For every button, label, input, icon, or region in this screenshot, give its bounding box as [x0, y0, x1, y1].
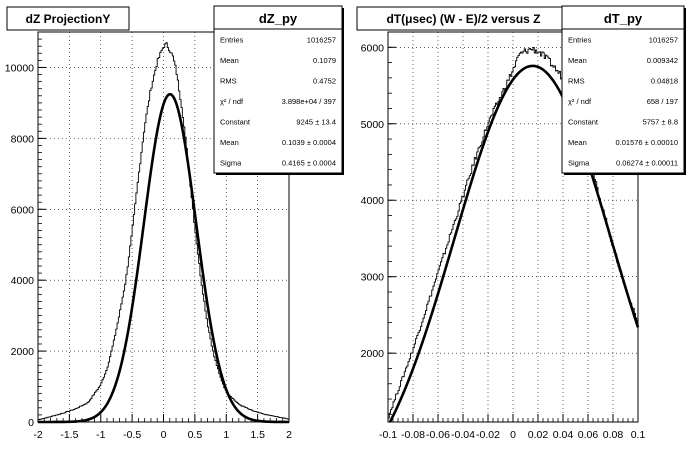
- gaussian-fit-curve: [38, 92, 289, 424]
- dz-projection-panel: -2 -1.5 -1 -0.5 0 0.5 1 1.5 2 0 2000 4000 6000 8000 10…: [5, 5, 344, 441]
- y-tick-label: 8000: [11, 133, 35, 145]
- y-tick-label: 0: [28, 417, 34, 429]
- x-tick-label: 0.1: [631, 429, 646, 441]
- stats-value: 0.04818: [651, 76, 678, 85]
- stats-label: Constant: [220, 118, 251, 127]
- x-tick-label: 0: [161, 429, 167, 441]
- x-tick-label: 0.5: [188, 429, 203, 441]
- x-tick-label: -1.5: [60, 429, 78, 441]
- x-tick-label: -0.08: [401, 429, 425, 441]
- stats-box: [213, 5, 343, 174]
- stats-value: 3.898e+04 / 397: [282, 97, 336, 106]
- stats-label: Sigma: [568, 159, 590, 168]
- stats-label: Sigma: [220, 159, 242, 168]
- x-tick-label: 0.02: [528, 429, 549, 441]
- y-tick-label: 6000: [11, 204, 35, 216]
- gaussian-fit-curve: [388, 64, 640, 423]
- stats-label: Mean: [220, 138, 239, 147]
- stats-label: χ² / ndf: [220, 97, 244, 106]
- histogram-line: [388, 47, 638, 419]
- histogram-title-box: [6, 6, 130, 31]
- stats-title: dT_py: [604, 11, 643, 26]
- x-tick-label: 2: [286, 429, 292, 441]
- stats-value: 0.1039 ± 0.0004: [282, 138, 336, 147]
- y-tick-label: 5000: [361, 119, 385, 131]
- stats-value: 1016257: [649, 35, 678, 44]
- stats-label: Entries: [220, 35, 244, 44]
- x-tick-label: -0.1: [379, 429, 397, 441]
- stats-box: [561, 5, 685, 174]
- histogram-title: dZ ProjectionY: [26, 12, 111, 26]
- stats-value: 658 / 197: [647, 97, 678, 106]
- histogram-line: [38, 42, 289, 421]
- x-tick-label: -2: [33, 429, 42, 441]
- x-tick-label: -0.04: [451, 429, 475, 441]
- x-tick-label: 0.06: [578, 429, 599, 441]
- stats-label: Constant: [568, 118, 599, 127]
- stats-title: dZ_py: [259, 11, 298, 26]
- x-tick-label: 0.04: [553, 429, 574, 441]
- x-tick-label: -0.02: [476, 429, 500, 441]
- stats-value: 0.009342: [647, 56, 678, 65]
- y-tick-label: 2000: [361, 348, 385, 360]
- stats-value: 0.06274 ± 0.00011: [616, 159, 678, 168]
- stats-value: 0.4165 ± 0.0004: [282, 159, 336, 168]
- stats-label: χ² / ndf: [568, 97, 592, 106]
- stats-label: Entries: [568, 35, 592, 44]
- x-tick-label: 1.5: [250, 429, 265, 441]
- stats-label: Mean: [568, 56, 587, 65]
- x-tick-label: -0.5: [123, 429, 141, 441]
- stats-value: 5757 ± 8.8: [643, 118, 678, 127]
- y-tick-label: 2000: [11, 346, 35, 358]
- x-tick-label: 0.08: [603, 429, 624, 441]
- stats-label: Mean: [568, 138, 587, 147]
- dt-projection-panel: -0.1 -0.08 -0.06 -0.04 -0.02 0 0.02 0.04 0.06 0.0…: [356, 5, 686, 441]
- x-tick-label: -1: [96, 429, 105, 441]
- stats-label: Mean: [220, 56, 239, 65]
- y-tick-label: 4000: [11, 275, 35, 287]
- y-tick-label: 6000: [361, 42, 385, 54]
- stats-value: 0.4752: [313, 76, 336, 85]
- stats-value: 1016257: [307, 35, 336, 44]
- stats-value: 0.1079: [313, 56, 336, 65]
- histogram-title: dT(μsec) (W - E)/2 versus Z: [386, 12, 540, 26]
- x-tick-label: -0.06: [426, 429, 450, 441]
- stats-label: RMS: [220, 76, 237, 85]
- stats-value: 9245 ± 13.4: [296, 118, 336, 127]
- y-tick-label: 10000: [5, 62, 34, 74]
- x-tick-label: 1: [223, 429, 229, 441]
- stats-value: 0.01576 ± 0.00010: [615, 138, 678, 147]
- stats-label: RMS: [568, 76, 585, 85]
- y-tick-label: 3000: [361, 272, 385, 284]
- x-tick-label: 0: [510, 429, 516, 441]
- y-tick-label: 4000: [361, 195, 385, 207]
